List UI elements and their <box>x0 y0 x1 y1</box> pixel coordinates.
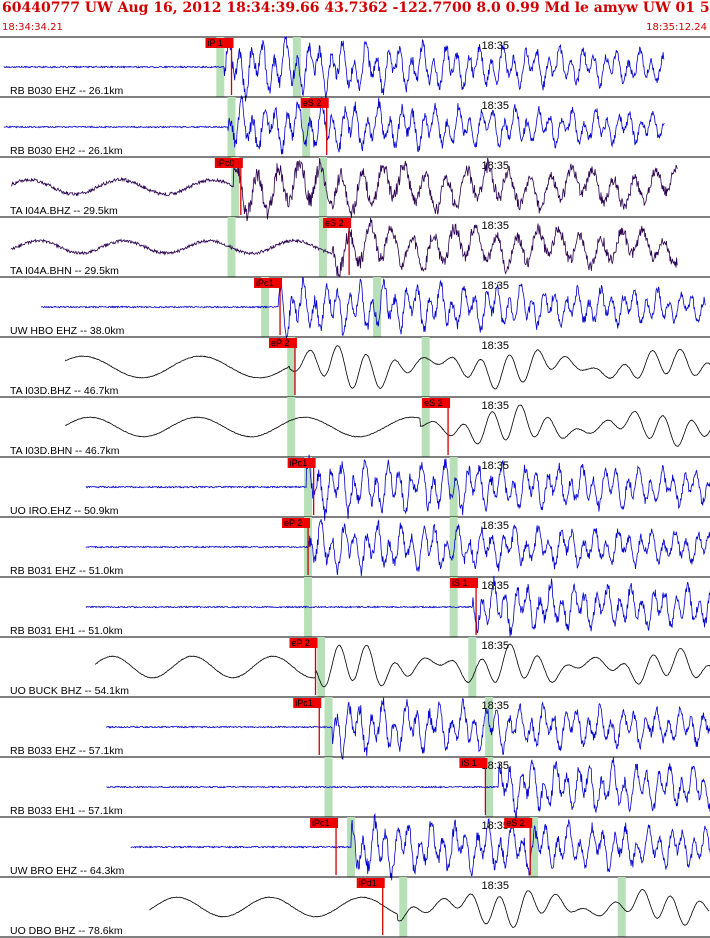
p-arrival-marker <box>287 397 296 457</box>
time-tick-label: 18:35 <box>481 400 509 412</box>
pick-label: iPc1 <box>312 818 330 828</box>
pick-box <box>289 638 318 648</box>
pick-label: iP 1 <box>208 38 223 48</box>
pick-label: eS 2 <box>506 818 525 828</box>
waveform-trace <box>94 643 710 688</box>
station-label: TA I04A.BHZ -- 29.5km <box>10 205 118 217</box>
station-label: RB B033 EH1 -- 57.1km <box>10 805 123 817</box>
station-label: UO DBO BHZ -- 78.6km <box>10 925 123 937</box>
station-label: TA I04A.BHN -- 29.5km <box>10 265 119 277</box>
pick-box <box>450 578 479 588</box>
time-tick-label: 18:35 <box>481 700 509 712</box>
waveform-trace <box>149 888 710 928</box>
s-arrival-marker <box>449 517 458 577</box>
pick-box <box>287 458 316 468</box>
s-arrival-marker <box>449 457 458 517</box>
event-header: 60440777 UW Aug 16, 2012 18:34:39.66 43.… <box>2 0 710 16</box>
pick-label: eS 2 <box>325 218 344 228</box>
pick-label: eS 2 <box>424 398 443 408</box>
pick-label: iPc0 <box>217 158 235 168</box>
waveform-trace <box>106 697 710 761</box>
waveform-trace <box>106 757 710 821</box>
waveform-trace <box>3 95 665 155</box>
pick-box <box>214 158 243 168</box>
station-label: RB B033 EHZ -- 57.1km <box>10 745 123 757</box>
pick-label: iPc1 <box>295 698 313 708</box>
pick-label: iPc1 <box>256 278 274 288</box>
s-arrival-marker <box>468 637 477 697</box>
s-arrival-marker <box>529 817 538 877</box>
pick-box <box>300 98 329 108</box>
pick-label: eP 2 <box>292 638 310 648</box>
station-label: RB B030 EH2 -- 26.1km <box>10 145 123 157</box>
s-arrival-marker <box>318 157 327 217</box>
pick-box <box>504 818 533 828</box>
s-arrival-marker <box>373 277 382 337</box>
p-arrival-marker <box>227 97 236 157</box>
time-tick-label: 18:35 <box>481 460 509 472</box>
time-tick-label: 18:35 <box>481 340 509 352</box>
waveform-trace <box>10 217 678 278</box>
s-arrival-marker <box>485 697 494 757</box>
pick-label: iPd1 <box>359 878 377 888</box>
station-label: RB B031 EHZ -- 51.0km <box>10 565 123 577</box>
time-tick-label: 18:35 <box>481 40 509 52</box>
waveform-trace <box>64 345 710 390</box>
pick-label: eP 2 <box>271 338 289 348</box>
pick-box <box>254 278 283 288</box>
waveform-trace <box>3 36 665 102</box>
station-label: UO BUCK BHZ -- 54.1km <box>10 685 129 697</box>
waveform-trace <box>85 519 710 577</box>
station-label: TA I03D.BHZ -- 46.7km <box>10 385 119 397</box>
window-start-time: 18:34:34.21 <box>2 22 63 33</box>
pick-box <box>310 818 339 828</box>
time-tick-label: 18:35 <box>481 520 509 532</box>
p-arrival-marker <box>304 457 313 517</box>
pick-label: eS 2 <box>303 98 322 108</box>
station-label: UW BRO EHZ -- 64.3km <box>10 865 125 877</box>
waveform-trace <box>65 404 710 447</box>
s-arrival-marker <box>421 337 430 397</box>
station-label: RB B031 EH1 -- 51.0km <box>10 625 123 637</box>
pick-box <box>282 518 311 528</box>
pick-box <box>268 338 297 348</box>
pick-label: iPc1 <box>290 458 308 468</box>
window-end-time: 18:35:12.24 <box>646 22 707 33</box>
pick-box <box>422 398 451 408</box>
waveform-trace <box>85 575 710 637</box>
p-arrival-marker <box>324 757 333 817</box>
time-tick-label: 18:35 <box>481 760 509 772</box>
time-tick-label: 18:35 <box>481 100 509 112</box>
s-arrival-marker <box>421 397 430 457</box>
time-tick-label: 18:35 <box>481 220 509 232</box>
s-arrival-marker <box>292 37 301 97</box>
waveform-trace <box>10 157 678 222</box>
p-arrival-marker <box>287 337 296 397</box>
station-label: TA I03D.BHN -- 46.7km <box>10 445 120 457</box>
p-arrival-marker <box>231 157 240 217</box>
pick-box <box>293 698 322 708</box>
pick-box <box>323 218 352 228</box>
waveform-trace <box>85 454 710 521</box>
waveform-trace <box>40 276 706 339</box>
s-arrival-marker <box>318 217 327 277</box>
pick-label: eP 2 <box>284 518 302 528</box>
pick-box <box>356 878 385 888</box>
station-label: UO IRO.EHZ -- 50.9km <box>10 505 119 517</box>
s-arrival-marker <box>302 97 311 157</box>
pick-box <box>459 758 488 768</box>
waveform-trace <box>130 812 710 881</box>
station-label: RB B030 EHZ -- 26.1km <box>10 85 123 97</box>
p-arrival-marker <box>399 877 408 937</box>
pick-label: iS 1 <box>461 758 477 768</box>
time-tick-label: 18:35 <box>481 640 509 652</box>
time-tick-label: 18:35 <box>481 880 509 892</box>
p-arrival-marker <box>317 637 326 697</box>
pick-label: iS 1 <box>452 578 468 588</box>
pick-box <box>205 38 234 48</box>
time-tick-label: 18:35 <box>481 280 509 292</box>
station-label: UW HBO EHZ -- 38.0km <box>10 325 125 337</box>
